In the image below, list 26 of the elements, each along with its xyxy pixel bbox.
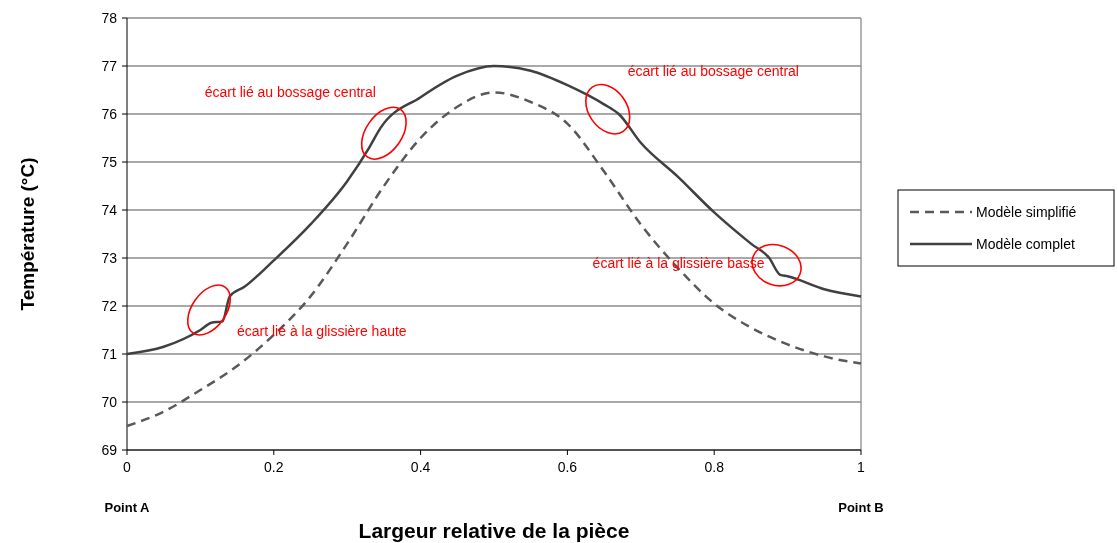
x-tick-label: 1 [857,459,866,475]
line-series [125,64,863,356]
x-axis-title: Largeur relative de la pièce [358,519,630,542]
annotation: écart lié au bossage central [204,84,376,101]
y-tick-label: 74 [101,201,118,218]
annotation: écart lié au bossage central [627,63,799,80]
y-tick-label: 75 [101,153,118,170]
y-tick-label: 71 [101,345,118,362]
y-tick-label: 69 [101,441,118,458]
x-tick-label: 0.4 [410,459,431,475]
x-tick-label: 0.8 [704,459,725,475]
y-tick-label: 72 [101,297,118,314]
y-axis-title: Température (°C) [17,157,38,311]
y-tick-label: 73 [101,249,118,266]
legend-label: Modèle simplifié [976,203,1077,220]
legend-label: Modèle complet [976,235,1075,252]
y-tick-label: 70 [101,393,118,410]
text: Point B [838,500,884,515]
annotation: écart lié à la glissière haute [237,323,407,339]
x-tick-label: 0.2 [264,459,284,475]
y-tick-label: 76 [101,105,118,122]
y-tick-label: 77 [101,57,118,74]
x-tick-label: 0 [123,459,132,475]
x-tick-label: 0.6 [557,459,578,475]
y-tick-label: 78 [101,9,118,26]
text: Point A [104,500,151,515]
